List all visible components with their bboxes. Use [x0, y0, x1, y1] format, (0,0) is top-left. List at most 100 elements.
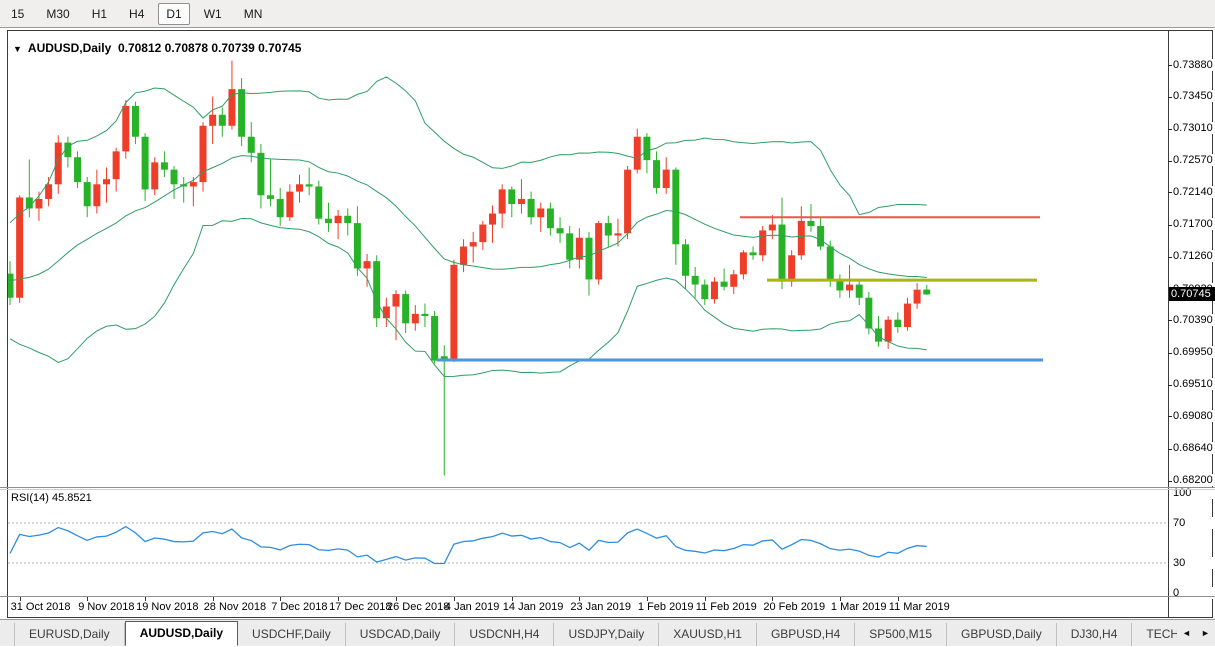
- candle-body: [93, 184, 101, 207]
- timeframe-button-h4[interactable]: H4: [129, 6, 145, 21]
- candle-body: [170, 169, 178, 185]
- date-axis-label: 20 Feb 2019: [763, 601, 826, 613]
- candle-body: [228, 89, 236, 126]
- timeframe-button-h1[interactable]: H1: [91, 6, 108, 21]
- timeframe-button-d1[interactable]: D1: [158, 2, 190, 25]
- price-axis-label: 0.69950: [1173, 346, 1214, 359]
- date-axis-tick: [839, 597, 841, 601]
- candle-body: [54, 142, 62, 185]
- candle-body: [653, 160, 661, 188]
- date-axis-tick: [212, 597, 214, 601]
- candle-body: [865, 297, 873, 329]
- timeframe-button-m30[interactable]: M30: [46, 6, 70, 21]
- tab-scroll-right-icon[interactable]: ►: [1201, 627, 1210, 638]
- indicator-divider[interactable]: [0, 489, 1215, 490]
- candle-body: [768, 224, 776, 231]
- candle-body: [344, 215, 352, 224]
- candle-body: [479, 224, 487, 243]
- date-axis-tick: [396, 597, 397, 601]
- candle-body: [141, 136, 149, 190]
- chart-dropdown-icon[interactable]: ▼: [13, 44, 22, 54]
- candle-body: [324, 218, 332, 224]
- date-axis-tick: [511, 597, 513, 601]
- date-axis-tick: [646, 597, 648, 601]
- candle-body: [517, 198, 525, 205]
- candle-body: [460, 246, 468, 265]
- tab-scroll-buttons: ◄ ►: [1177, 620, 1215, 645]
- symbol-tab-usdjpy[interactable]: USDJPY,Daily: [554, 623, 660, 646]
- candle-body: [382, 306, 390, 319]
- bollinger-middle-band: [9, 155, 927, 282]
- candle-body: [257, 152, 265, 196]
- candle-body: [807, 220, 815, 227]
- symbol-tab-usdcnh[interactable]: USDCNH,H4: [455, 623, 555, 646]
- candle-body: [643, 136, 651, 161]
- candle-body: [527, 198, 535, 218]
- date-axis-label: 23 Jan 2019: [570, 601, 631, 613]
- timeframe-button-15[interactable]: 15: [11, 6, 25, 21]
- date-axis-label: 1 Mar 2019: [830, 601, 887, 613]
- price-axis-tick: [1168, 480, 1172, 482]
- candle-body: [450, 264, 458, 362]
- bollinger-upper-band: [9, 76, 927, 224]
- candle-body: [894, 319, 902, 328]
- price-axis-label: 0.68200: [1173, 474, 1214, 487]
- candle-body: [614, 233, 622, 236]
- price-axis-tick: [1168, 128, 1172, 130]
- candle-body: [151, 162, 159, 190]
- price-axis-label: 0.73010: [1173, 122, 1214, 135]
- date-axis-tick: [704, 597, 706, 601]
- candle-body: [759, 230, 767, 256]
- symbol-tab-usdcad[interactable]: USDCAD,Daily: [346, 623, 456, 646]
- timeframe-toolbar: 15 M30 H1 H4 D1 W1 MN: [0, 0, 1215, 28]
- candle-body: [836, 279, 844, 291]
- rsi-axis-label: 30: [1173, 556, 1214, 569]
- candle-body: [83, 182, 91, 207]
- symbol-tab-eurusd[interactable]: EURUSD,Daily: [14, 623, 125, 646]
- symbol-tab-gbpusd[interactable]: GBPUSD,H4: [757, 623, 856, 646]
- candle-body: [45, 184, 53, 199]
- date-axis-tick: [897, 597, 899, 601]
- date-axis-label: 9 Nov 2018: [78, 601, 135, 613]
- tab-scroll-left-icon[interactable]: ◄: [1182, 627, 1191, 638]
- indicator-divider-top[interactable]: [0, 487, 1215, 488]
- candles-layer: [8, 60, 931, 476]
- candle-body: [797, 220, 805, 256]
- symbol-tab-dj30[interactable]: DJ30,H4: [1057, 623, 1133, 646]
- candle-body: [209, 114, 217, 126]
- price-axis-tick: [1168, 256, 1172, 258]
- date-axis-label: 14 Jan 2019: [502, 601, 564, 613]
- symbol-tab-usdchf[interactable]: USDCHF,Daily: [238, 623, 346, 646]
- price-axis-tick: [1168, 224, 1172, 226]
- candle-body: [575, 237, 583, 260]
- rsi-axis-label: 0: [1173, 586, 1214, 599]
- symbol-tab-gbpusd[interactable]: GBPUSD,Daily: [947, 623, 1057, 646]
- chart-frame-top: [7, 30, 1213, 31]
- candle-body: [546, 208, 554, 229]
- timeframe-button-mn[interactable]: MN: [243, 6, 263, 21]
- price-axis-tick: [1168, 160, 1172, 162]
- date-axis-label: 28 Nov 2018: [203, 601, 267, 613]
- price-axis-label: 0.71260: [1173, 250, 1214, 263]
- candle-body: [103, 179, 110, 185]
- timeframe-button-w1[interactable]: W1: [203, 6, 222, 21]
- date-axis-tick: [772, 597, 774, 601]
- date-axis-tick: [19, 597, 21, 601]
- bollinger-lower-band: [9, 217, 927, 378]
- symbol-tab-audusd[interactable]: AUDUSD,Daily: [124, 621, 239, 646]
- chart-frame-left: [7, 30, 8, 617]
- candle-body: [604, 223, 612, 236]
- rsi-indicator-label: RSI(14) 45.8521: [11, 492, 92, 504]
- candle-body: [778, 224, 786, 282]
- symbol-tab-xauusd[interactable]: XAUUSD,H1: [659, 623, 757, 646]
- symbol-tab-sp500[interactable]: SP500,M15: [855, 623, 948, 646]
- candle-body: [402, 294, 410, 324]
- candle-body: [35, 198, 43, 209]
- date-axis-label: 19 Nov 2018: [136, 601, 199, 613]
- candle-body: [16, 197, 24, 298]
- candle-body: [112, 151, 120, 180]
- candle-body: [218, 114, 226, 126]
- candle-body: [8, 273, 14, 298]
- date-axis-tick: [280, 597, 282, 601]
